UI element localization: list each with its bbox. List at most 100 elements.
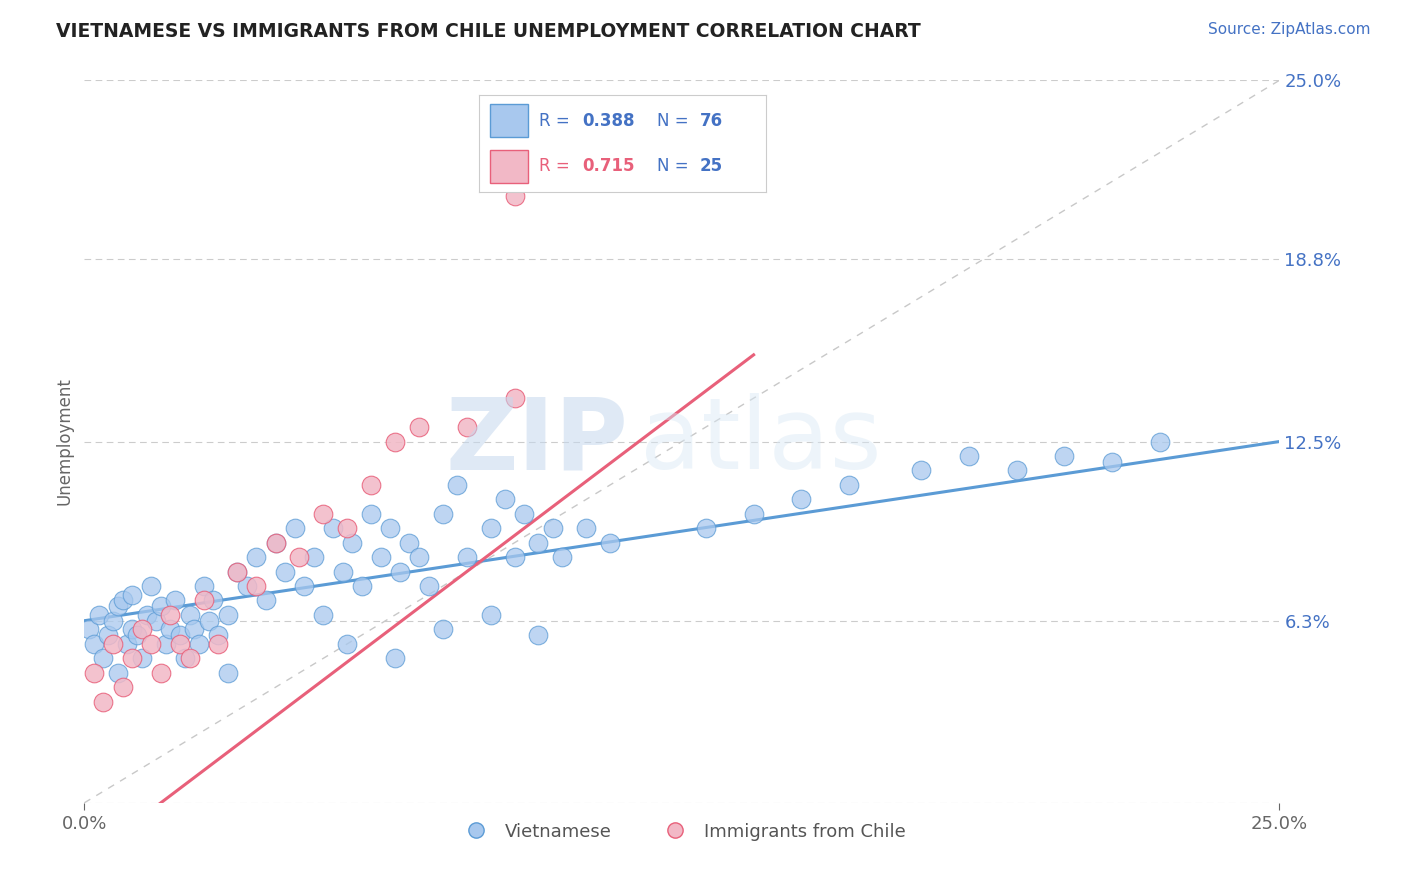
Point [541, 521, 564, 535]
Point [202, 593, 225, 607]
Point [179, 651, 201, 665]
Point [141, 637, 163, 651]
Point [1101, 455, 1123, 469]
Point [446, 478, 468, 492]
Point [479, 521, 502, 535]
Point [101, 614, 124, 628]
Text: Source: ZipAtlas.com: Source: ZipAtlas.com [1208, 22, 1371, 37]
Point [388, 565, 411, 579]
Point [121, 651, 143, 665]
Point [207, 628, 229, 642]
Point [599, 535, 621, 549]
Point [121, 588, 143, 602]
Point [107, 599, 129, 614]
Text: ZIP: ZIP [446, 393, 628, 490]
Point [173, 651, 195, 665]
Point [121, 623, 143, 637]
Point [551, 550, 574, 565]
Point [312, 607, 335, 622]
Point [117, 637, 139, 651]
Point [432, 507, 454, 521]
Point [183, 623, 205, 637]
Point [217, 607, 239, 622]
Point [350, 579, 373, 593]
Point [169, 637, 191, 651]
Point [494, 492, 516, 507]
Point [188, 637, 211, 651]
Point [408, 550, 430, 565]
Point [456, 420, 478, 434]
Point [236, 579, 259, 593]
Point [340, 535, 363, 549]
Point [336, 521, 359, 535]
Point [503, 550, 526, 565]
Point [264, 535, 287, 549]
Point [790, 492, 813, 507]
Point [370, 550, 392, 565]
Point [97, 628, 120, 642]
Point [1005, 463, 1028, 477]
Point [302, 550, 325, 565]
Point [111, 593, 134, 607]
Point [322, 521, 344, 535]
Point [838, 478, 860, 492]
Y-axis label: Unemployment: Unemployment [55, 377, 73, 506]
Point [332, 565, 354, 579]
Point [149, 665, 172, 680]
Point [957, 449, 980, 463]
Point [1053, 449, 1076, 463]
Point [245, 550, 267, 565]
Point [111, 680, 134, 694]
Point [107, 665, 129, 680]
Point [432, 623, 454, 637]
Point [226, 565, 249, 579]
Point [125, 628, 148, 642]
Point [360, 507, 382, 521]
Point [456, 550, 478, 565]
Point [207, 637, 229, 651]
Point [159, 623, 181, 637]
Point [165, 593, 187, 607]
Point [155, 637, 177, 651]
Point [93, 695, 115, 709]
Point [312, 507, 335, 521]
Point [288, 550, 311, 565]
Point [93, 651, 115, 665]
Point [527, 535, 550, 549]
Point [217, 665, 239, 680]
Point [398, 535, 420, 549]
Point [83, 637, 105, 651]
Text: atlas: atlas [640, 393, 882, 490]
Point [513, 507, 536, 521]
Legend: Vietnamese, Immigrants from Chile: Vietnamese, Immigrants from Chile [451, 815, 912, 848]
Point [193, 593, 215, 607]
Point [742, 507, 765, 521]
Point [284, 521, 307, 535]
Point [197, 614, 219, 628]
Point [169, 628, 191, 642]
Point [179, 607, 201, 622]
Point [149, 599, 172, 614]
Point [527, 628, 550, 642]
Point [77, 623, 100, 637]
Point [274, 565, 297, 579]
Point [695, 521, 717, 535]
Point [193, 579, 215, 593]
Point [135, 607, 157, 622]
Point [101, 637, 124, 651]
Point [226, 565, 249, 579]
Point [336, 637, 359, 651]
Point [131, 623, 153, 637]
Point [87, 607, 110, 622]
Point [408, 420, 430, 434]
Point [380, 521, 402, 535]
Point [145, 614, 167, 628]
Point [141, 579, 163, 593]
Point [245, 579, 267, 593]
Point [418, 579, 440, 593]
Point [910, 463, 932, 477]
Point [83, 665, 105, 680]
Point [159, 607, 181, 622]
Text: VIETNAMESE VS IMMIGRANTS FROM CHILE UNEMPLOYMENT CORRELATION CHART: VIETNAMESE VS IMMIGRANTS FROM CHILE UNEM… [56, 22, 921, 41]
Point [360, 478, 382, 492]
